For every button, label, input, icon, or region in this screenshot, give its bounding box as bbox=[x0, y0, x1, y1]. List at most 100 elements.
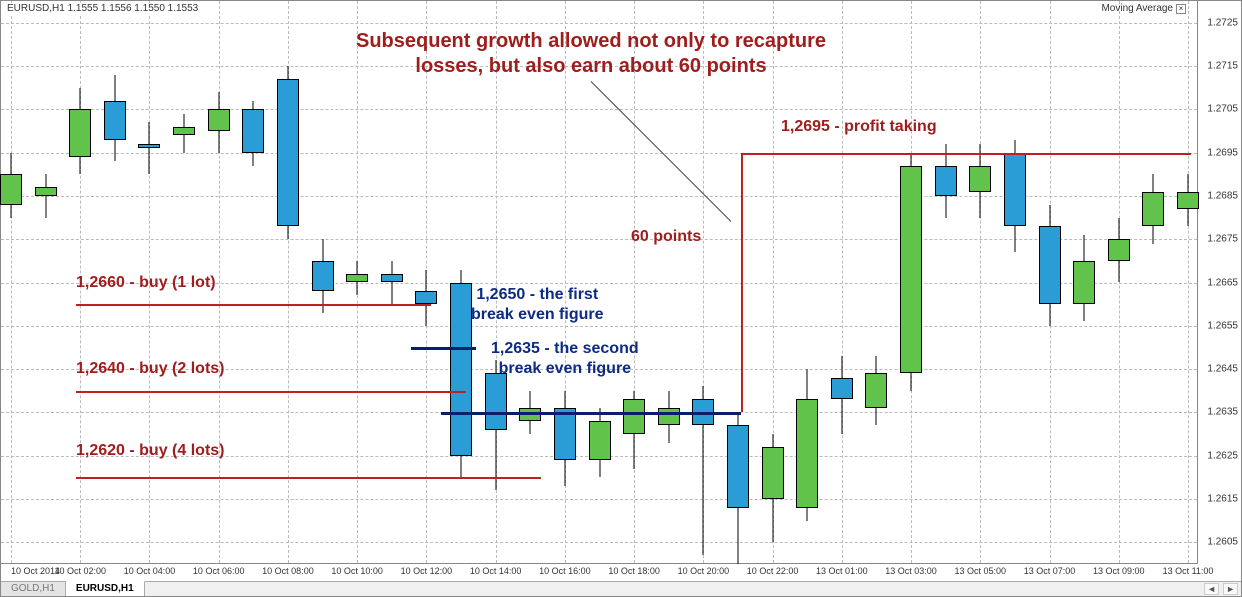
candle-body bbox=[554, 408, 576, 460]
candle bbox=[1108, 1, 1130, 563]
annotation-line bbox=[76, 304, 431, 306]
candle bbox=[1073, 1, 1095, 563]
annotation-line bbox=[441, 412, 741, 415]
y-tick-label: 1.2605 bbox=[1207, 537, 1238, 548]
candle-body bbox=[727, 425, 749, 507]
y-tick-label: 1.2725 bbox=[1207, 17, 1238, 28]
candle-body bbox=[796, 399, 818, 507]
candle bbox=[658, 1, 680, 563]
candle-body bbox=[173, 127, 195, 136]
candle-body bbox=[969, 166, 991, 192]
y-tick-label: 1.2625 bbox=[1207, 450, 1238, 461]
y-axis: 1.2605 1.2615 1.2625 1.2635 1.2645 1.2655 1.26… bbox=[1198, 1, 1241, 564]
candle-body bbox=[415, 291, 437, 304]
indicator-label: Moving Average× bbox=[1101, 3, 1186, 14]
scroll-left-button[interactable]: ◄ bbox=[1204, 583, 1219, 595]
annotation-line bbox=[76, 391, 466, 393]
annotation-line bbox=[411, 347, 476, 350]
tab-gold-h1[interactable]: GOLD,H1 bbox=[1, 582, 66, 596]
candle bbox=[692, 1, 714, 563]
y-tick-label: 1.2635 bbox=[1207, 407, 1238, 418]
candle-body bbox=[1004, 153, 1026, 227]
candle-body bbox=[277, 79, 299, 226]
annotation-buy1: 1,2660 - buy (1 lot) bbox=[76, 273, 216, 293]
annotation-buy3: 1,2620 - buy (4 lots) bbox=[76, 441, 225, 461]
candle-body bbox=[589, 421, 611, 460]
annotation-break1: 1,2650 - the first break even figure bbox=[471, 285, 604, 325]
candle bbox=[554, 1, 576, 563]
candle-wick bbox=[391, 261, 392, 304]
candle bbox=[900, 1, 922, 563]
candle-body bbox=[346, 274, 368, 283]
candle-body bbox=[658, 408, 680, 425]
x-tick-label: 10 Oct 12:00 bbox=[401, 566, 453, 576]
x-tick-label: 13 Oct 03:00 bbox=[885, 566, 937, 576]
candle-body bbox=[1039, 226, 1061, 304]
candle bbox=[35, 1, 57, 563]
candle-body bbox=[865, 373, 887, 408]
candle-body bbox=[104, 101, 126, 140]
chart-container: EURUSD,H1 1.1555 1.1556 1.1550 1.1553 Mo… bbox=[0, 0, 1242, 597]
candle-body bbox=[485, 373, 507, 429]
x-tick-label: 10 Oct 02:00 bbox=[54, 566, 106, 576]
annotation-sixty: 60 points bbox=[631, 227, 701, 247]
y-tick-label: 1.2645 bbox=[1207, 364, 1238, 375]
candle-body bbox=[242, 109, 264, 152]
candle-body bbox=[0, 174, 22, 204]
y-tick-label: 1.2705 bbox=[1207, 104, 1238, 115]
annotation-buy2: 1,2640 - buy (2 lots) bbox=[76, 359, 225, 379]
candle bbox=[623, 1, 645, 563]
nav-arrows: ◄ ► bbox=[1204, 583, 1238, 595]
annotation-line-vertical bbox=[741, 153, 743, 413]
y-tick-label: 1.2615 bbox=[1207, 494, 1238, 505]
candle bbox=[796, 1, 818, 563]
annotation-line bbox=[741, 153, 1191, 155]
annotation-profit: 1,2695 - profit taking bbox=[781, 117, 937, 137]
close-icon[interactable]: × bbox=[1176, 4, 1186, 14]
candle bbox=[1004, 1, 1026, 563]
x-tick-label: 10 Oct 14:00 bbox=[470, 566, 522, 576]
x-tick-label: 10 Oct 20:00 bbox=[678, 566, 730, 576]
candle-body bbox=[900, 166, 922, 374]
y-tick-label: 1.2655 bbox=[1207, 320, 1238, 331]
candle-wick bbox=[149, 122, 150, 174]
candle bbox=[865, 1, 887, 563]
candle-body bbox=[762, 447, 784, 499]
x-tick-label: 13 Oct 01:00 bbox=[816, 566, 868, 576]
scroll-right-button[interactable]: ► bbox=[1223, 583, 1238, 595]
plot-area[interactable]: Subsequent growth allowed not only to re… bbox=[1, 1, 1198, 564]
y-tick-label: 1.2695 bbox=[1207, 147, 1238, 158]
x-axis: 10 Oct 201410 Oct 02:0010 Oct 04:0010 Oc… bbox=[1, 564, 1198, 581]
candle-body bbox=[831, 378, 853, 400]
candle-body bbox=[1142, 192, 1164, 227]
candle bbox=[1177, 1, 1199, 563]
y-tick-label: 1.2665 bbox=[1207, 277, 1238, 288]
tab-bar: GOLD,H1EURUSD,H1 bbox=[1, 581, 1241, 596]
candle-body bbox=[450, 283, 472, 456]
x-tick-label: 13 Oct 11:00 bbox=[1163, 566, 1214, 576]
candle bbox=[1142, 1, 1164, 563]
candle bbox=[0, 1, 22, 563]
x-tick-label: 10 Oct 2014 bbox=[11, 566, 60, 576]
candle-body bbox=[138, 144, 160, 148]
candle-body bbox=[1073, 261, 1095, 304]
annotation-line bbox=[76, 477, 541, 479]
x-tick-label: 13 Oct 05:00 bbox=[955, 566, 1007, 576]
y-tick-label: 1.2675 bbox=[1207, 234, 1238, 245]
x-tick-label: 10 Oct 22:00 bbox=[747, 566, 799, 576]
annotation-break2: 1,2635 - the second break even figure bbox=[491, 339, 639, 379]
candle-body bbox=[935, 166, 957, 196]
candle-body bbox=[381, 274, 403, 283]
candle-body bbox=[69, 109, 91, 157]
candle-body bbox=[208, 109, 230, 131]
candle bbox=[969, 1, 991, 563]
candle-body bbox=[35, 187, 57, 196]
tab-eurusd-h1[interactable]: EURUSD,H1 bbox=[66, 581, 145, 596]
candle bbox=[762, 1, 784, 563]
candle-body bbox=[312, 261, 334, 291]
candle-body bbox=[1108, 239, 1130, 261]
candle bbox=[589, 1, 611, 563]
candle bbox=[831, 1, 853, 563]
annotation-title: Subsequent growth allowed not only to re… bbox=[231, 29, 951, 79]
candle bbox=[935, 1, 957, 563]
